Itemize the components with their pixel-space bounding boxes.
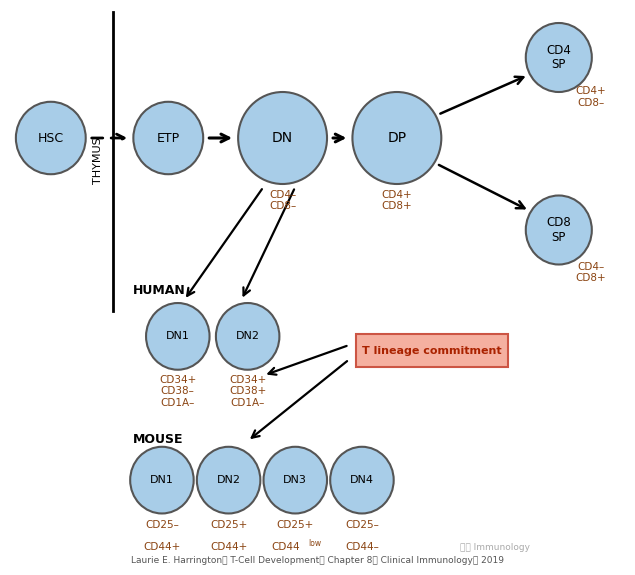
Ellipse shape — [352, 92, 441, 184]
Text: DN1: DN1 — [166, 331, 190, 342]
Text: CD25–: CD25– — [145, 520, 179, 530]
Text: CD4
SP: CD4 SP — [546, 44, 572, 71]
Text: CD44–: CD44– — [345, 542, 379, 552]
Text: CD25+: CD25+ — [277, 520, 314, 530]
Ellipse shape — [133, 102, 203, 174]
Ellipse shape — [130, 447, 194, 513]
Text: CD44+: CD44+ — [144, 542, 180, 552]
Text: 网谈 Immunology: 网谈 Immunology — [460, 543, 530, 552]
Text: CD44+: CD44+ — [210, 542, 247, 552]
Text: THYMUS: THYMUS — [93, 137, 104, 185]
Ellipse shape — [146, 303, 210, 370]
Text: CD8
SP: CD8 SP — [547, 216, 571, 244]
Text: DN2: DN2 — [217, 475, 241, 485]
Ellipse shape — [216, 303, 279, 370]
Text: DN2: DN2 — [236, 331, 260, 342]
Text: DN3: DN3 — [283, 475, 307, 485]
Text: T lineage commitment: T lineage commitment — [362, 346, 502, 356]
Text: Laurie E. Harrington， T-Cell Development， Chapter 8， Clinical Immunology， 2019: Laurie E. Harrington， T-Cell Development… — [131, 555, 504, 565]
Text: CD4–
CD8+: CD4– CD8+ — [575, 262, 606, 283]
Text: low: low — [308, 539, 321, 549]
Text: DN4: DN4 — [350, 475, 374, 485]
Text: DN: DN — [272, 131, 293, 145]
Ellipse shape — [16, 102, 86, 174]
Text: CD25+: CD25+ — [210, 520, 247, 530]
Text: DN1: DN1 — [150, 475, 174, 485]
Ellipse shape — [526, 196, 592, 264]
Text: CD34+
CD38+
CD1A–: CD34+ CD38+ CD1A– — [229, 375, 266, 408]
Text: HSC: HSC — [37, 132, 64, 144]
Ellipse shape — [330, 447, 394, 513]
Text: CD44: CD44 — [271, 542, 300, 552]
Ellipse shape — [264, 447, 327, 513]
Text: ETP: ETP — [157, 132, 180, 144]
Text: CD25–: CD25– — [345, 520, 379, 530]
Text: HUMAN: HUMAN — [133, 284, 186, 297]
Text: MOUSE: MOUSE — [133, 434, 184, 446]
Ellipse shape — [197, 447, 260, 513]
Text: CD4–
CD8–: CD4– CD8– — [269, 190, 296, 212]
Text: CD4+
CD8+: CD4+ CD8+ — [382, 190, 412, 212]
Text: CD4+
CD8–: CD4+ CD8– — [575, 86, 606, 108]
Ellipse shape — [238, 92, 327, 184]
Text: CD34+
CD38–
CD1A–: CD34+ CD38– CD1A– — [159, 375, 196, 408]
Text: DP: DP — [387, 131, 406, 145]
Ellipse shape — [526, 23, 592, 92]
FancyBboxPatch shape — [356, 334, 508, 367]
